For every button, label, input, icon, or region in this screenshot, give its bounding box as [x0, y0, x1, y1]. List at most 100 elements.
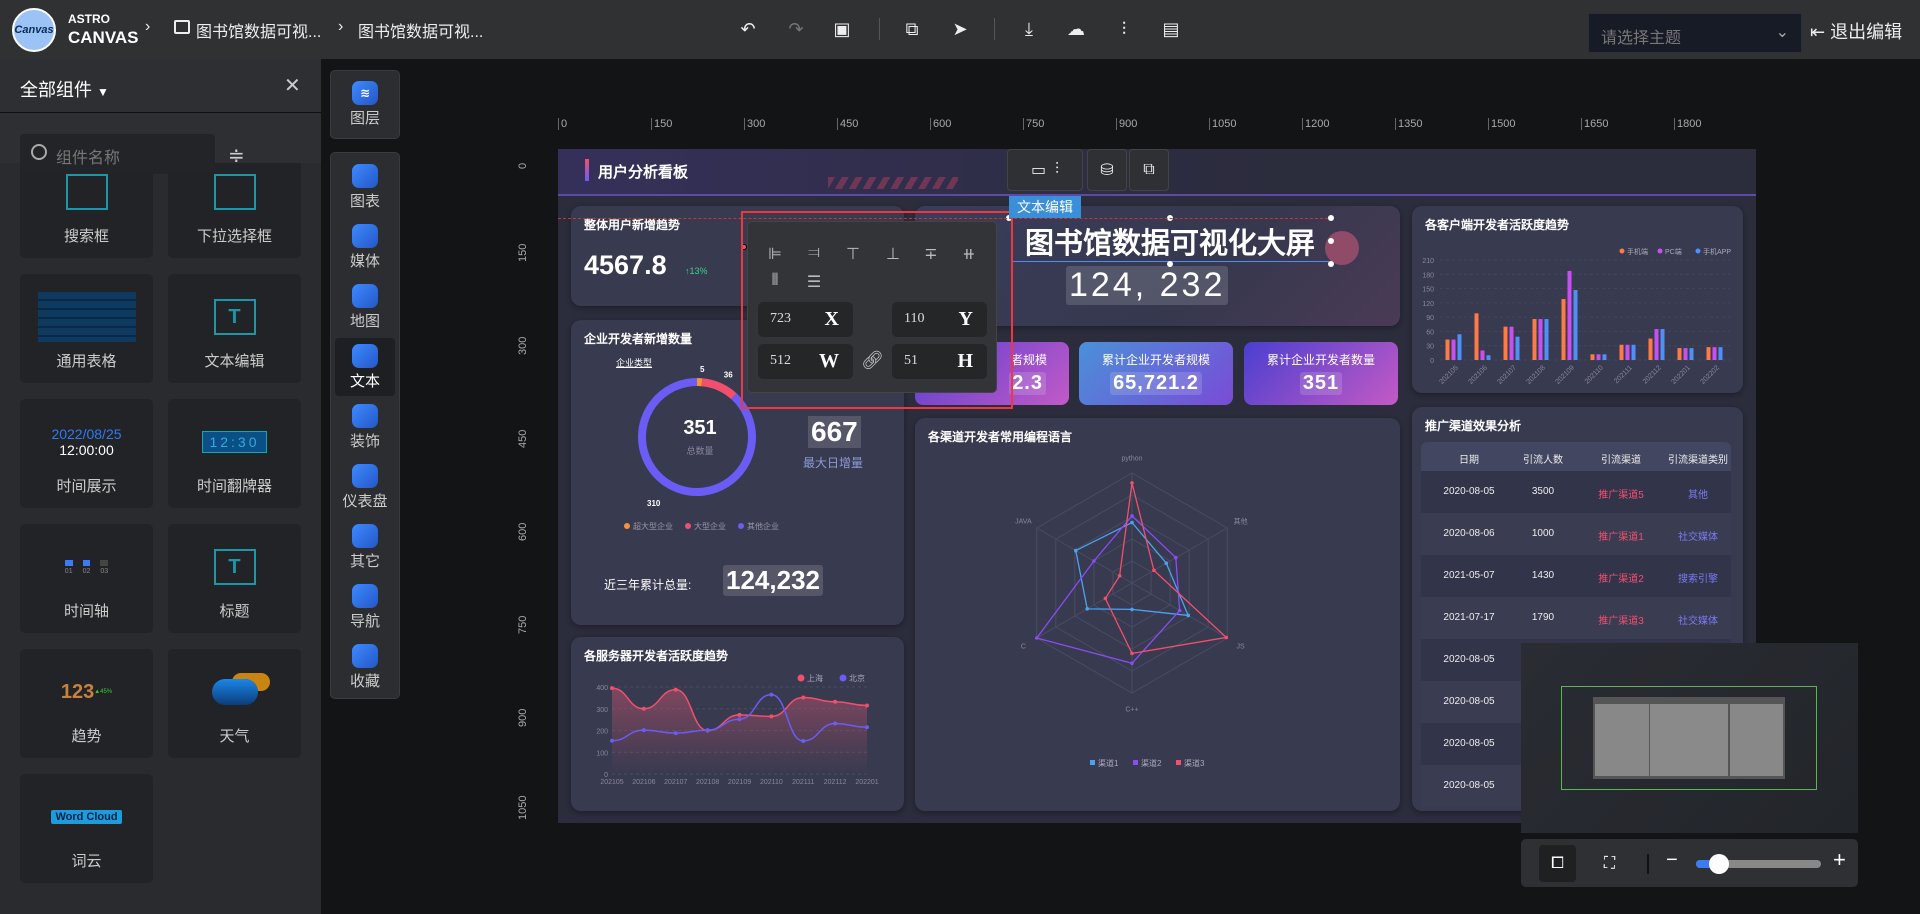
component-card[interactable]: 通用表格	[20, 274, 153, 383]
bar[interactable]	[1538, 319, 1543, 360]
collapse-icon[interactable]: ≑	[228, 145, 245, 167]
data-point[interactable]	[1164, 561, 1169, 565]
data-source-button[interactable]: ⛁	[1087, 149, 1127, 191]
close-icon[interactable]: ✕	[284, 75, 301, 97]
category-5[interactable]: 仪表盘	[335, 458, 395, 516]
data-point[interactable]	[1130, 520, 1134, 525]
zoom-in-icon[interactable]: +	[1833, 847, 1846, 872]
align-bottom-icon[interactable]: ⊥	[886, 246, 900, 263]
bar[interactable]	[1561, 299, 1566, 360]
data-point[interactable]	[610, 738, 614, 743]
bar[interactable]	[1712, 347, 1717, 360]
y-field[interactable]: 110 Y	[892, 302, 987, 337]
bar[interactable]	[1660, 329, 1665, 360]
category-dropdown[interactable]: 全部组件 ▼	[20, 76, 109, 102]
data-point[interactable]	[833, 721, 838, 726]
data-point[interactable]	[769, 714, 774, 719]
download-icon[interactable]: ⤓	[1025, 18, 1033, 39]
data-point[interactable]	[1130, 661, 1134, 666]
data-point[interactable]	[1092, 559, 1096, 563]
legend-item[interactable]: 其他企业	[738, 521, 779, 532]
zoom-slider-handle[interactable]	[1708, 854, 1729, 874]
data-point[interactable]	[705, 728, 710, 733]
component-card[interactable]: T 标题	[168, 524, 301, 633]
x-field[interactable]: 723 X	[758, 302, 853, 337]
undo-icon[interactable]: ↶	[740, 18, 756, 39]
data-point[interactable]	[1130, 514, 1134, 518]
bar[interactable]	[1474, 313, 1479, 360]
component-card[interactable]: 12:30 时间翻牌器	[168, 399, 301, 508]
column-header[interactable]: 引流渠道类别	[1668, 455, 1728, 466]
kpi-card[interactable]: 累计企业开发者规模 65,721.2	[1079, 342, 1233, 405]
data-point[interactable]	[865, 725, 869, 730]
kpi-card[interactable]: 累计企业开发者数量 351	[1244, 342, 1398, 405]
radar-card[interactable]: 各渠道开发者常用编程语言 python 其他 JS C++ C JAVA 渠道1 渠道2 渠道3	[915, 418, 1400, 811]
server-activity-card[interactable]: 各服务器开发者活跃度趋势 0 100 200 300 400 202105 202106 20…	[571, 637, 904, 811]
save-icon[interactable]: ▣	[833, 18, 851, 39]
category-8[interactable]: 收藏	[335, 638, 395, 696]
bar[interactable]	[1532, 319, 1537, 360]
data-point[interactable]	[769, 692, 774, 697]
bar[interactable]	[1480, 350, 1485, 360]
bar[interactable]	[1509, 326, 1514, 360]
selection-handles[interactable]	[1006, 215, 1334, 267]
component-card[interactable]: 2022/08/25 12:00:00 时间展示	[20, 399, 153, 508]
bar[interactable]	[1677, 348, 1682, 360]
data-point[interactable]	[1174, 555, 1178, 560]
client-activity-card[interactable]: 各客户端开发者活跃度趋势 0 30 60 90 120 150 180 210 202105 20…	[1412, 206, 1743, 393]
bar[interactable]	[1457, 334, 1462, 360]
align-left-icon[interactable]: ⊫	[768, 246, 782, 263]
legend-item[interactable]: 大型企业	[685, 521, 726, 532]
category-6[interactable]: 其它	[335, 518, 395, 576]
align-middle-icon[interactable]: ∓	[924, 246, 938, 263]
enterprise-card[interactable]: 企业开发者新增数量 企业类型 5 36 310 351 总数量 667 最大日增量 …	[571, 320, 904, 625]
bar[interactable]	[1683, 348, 1688, 360]
data-point[interactable]	[1224, 635, 1229, 640]
bar[interactable]	[1718, 347, 1723, 360]
bar[interactable]	[1706, 347, 1711, 360]
align-top-icon[interactable]: ⊤	[846, 246, 860, 263]
category-7[interactable]: 导航	[335, 578, 395, 636]
chart-style-button[interactable]: ▭ ⫶	[1007, 149, 1083, 191]
data-point[interactable]	[1085, 607, 1090, 611]
align-center-icon[interactable]: ⧺	[962, 246, 976, 263]
data-point[interactable]	[1130, 651, 1134, 656]
bar[interactable]	[1631, 344, 1636, 360]
donut-slice[interactable]	[638, 378, 756, 496]
data-point[interactable]	[1117, 574, 1122, 578]
redo-icon[interactable]: ↷	[788, 18, 804, 39]
legend-label[interactable]: 手机APP	[1703, 247, 1731, 256]
data-point[interactable]	[1130, 481, 1134, 485]
data-point[interactable]	[801, 695, 806, 700]
legend-label[interactable]: 渠道3	[1184, 758, 1205, 768]
breadcrumb-project[interactable]: 图书馆数据可视...	[196, 24, 322, 41]
component-card[interactable]: 01 02 03 时间轴	[20, 524, 153, 633]
data-point[interactable]	[610, 686, 614, 691]
legend-label[interactable]: PC端	[1665, 247, 1682, 256]
component-card[interactable]: 123 ▲45% 趋势	[20, 649, 153, 758]
data-point[interactable]	[1177, 608, 1182, 613]
column-header[interactable]: 日期	[1459, 455, 1479, 466]
donut-slice[interactable]	[701, 378, 737, 400]
exit-edit-button[interactable]: ⇤ 退出编辑	[1810, 18, 1902, 44]
bar[interactable]	[1515, 336, 1520, 360]
data-point[interactable]	[673, 731, 678, 736]
legend-label[interactable]: 北京	[849, 673, 865, 683]
component-card[interactable]: T 文本编辑	[168, 274, 301, 383]
data-point[interactable]	[1073, 548, 1078, 553]
category-2[interactable]: 地图	[335, 278, 395, 336]
category-4[interactable]: 装饰	[335, 398, 395, 456]
export-icon[interactable]: ▤	[1162, 18, 1180, 39]
data-point[interactable]	[641, 728, 646, 733]
bar[interactable]	[1619, 344, 1624, 360]
legend-label[interactable]: 渠道1	[1098, 758, 1119, 768]
minimap[interactable]	[1521, 643, 1858, 833]
settings-sliders-icon[interactable]: ⫶	[1121, 18, 1127, 39]
column-header[interactable]: 引流渠道	[1601, 455, 1641, 466]
bar[interactable]	[1573, 290, 1578, 360]
table-row[interactable]: 2021-07-17 1790 推广渠道3 社交媒体	[1421, 597, 1731, 639]
align-right-icon[interactable]: ⫤	[807, 244, 821, 261]
minimap-viewport[interactable]	[1561, 686, 1817, 790]
width-field[interactable]: 512 W	[758, 344, 853, 379]
category-0[interactable]: 图表	[335, 158, 395, 216]
